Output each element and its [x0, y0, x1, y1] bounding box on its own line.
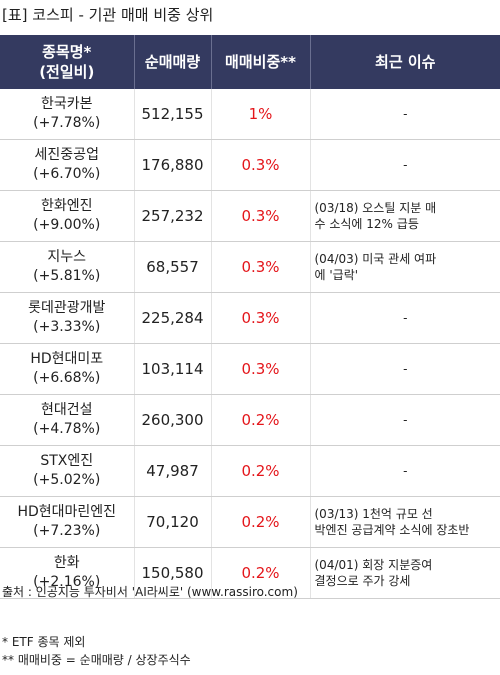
issue-line1: - — [403, 464, 408, 478]
issue-line1: (04/01) 회장 지분증여 — [314, 558, 433, 572]
net-volume: 68,557 — [134, 241, 212, 293]
trade-ratio: 0.3% — [211, 241, 311, 293]
recent-issue: - — [310, 394, 500, 446]
stock-name-cell: 현대건설 (+4.78%) — [0, 394, 135, 446]
recent-issue: - — [310, 445, 500, 497]
issue-line1: - — [403, 362, 408, 376]
trade-ratio: 0.2% — [211, 547, 311, 599]
net-volume: 176,880 — [134, 139, 212, 191]
trade-ratio: 0.3% — [211, 292, 311, 344]
issue-line2: 수 소식에 12% 급등 — [314, 217, 419, 231]
table-row: 세진중공업 (+6.70%) 176,880 0.3% - — [0, 139, 500, 191]
trade-ratio: 0.3% — [211, 190, 311, 242]
table-title: [표] 코스피 - 기관 매매 비중 상위 — [2, 6, 214, 24]
trade-ratio: 0.2% — [211, 394, 311, 446]
net-volume: 103,114 — [134, 343, 212, 395]
stock-name: HD현대마린엔진 — [17, 504, 117, 520]
header-ratio: 매매비중** — [211, 35, 311, 89]
stock-change: (+2.16%) — [33, 574, 101, 590]
issue-line2: 박엔진 공급계약 소식에 장초반 — [314, 523, 470, 537]
stock-name-cell: 한화엔진 (+9.00%) — [0, 190, 135, 242]
issue-line1: (03/18) 오스틸 지분 매 — [314, 201, 437, 215]
header-name-line1: 종목명* — [42, 43, 92, 61]
issue-line1: - — [403, 311, 408, 325]
table-row: HD현대미포 (+6.68%) 103,114 0.3% - — [0, 343, 500, 395]
stock-change: (+9.00%) — [33, 217, 101, 233]
net-volume: 47,987 — [134, 445, 212, 497]
issue-line1: - — [403, 107, 408, 121]
trade-ratio: 0.3% — [211, 139, 311, 191]
net-volume: 512,155 — [134, 89, 212, 140]
table-row: 한국카본 (+7.78%) 512,155 1% - — [0, 89, 500, 140]
net-volume: 260,300 — [134, 394, 212, 446]
net-volume: 225,284 — [134, 292, 212, 344]
stock-name: 롯데관광개발 — [28, 300, 106, 316]
recent-issue: - — [310, 139, 500, 191]
header-name: 종목명* (전일비) — [0, 35, 135, 89]
issue-line1: (04/03) 미국 관세 여파 — [314, 252, 437, 266]
header-name-line2: (전일비) — [39, 63, 95, 81]
table-row: 롯데관광개발 (+3.33%) 225,284 0.3% - — [0, 292, 500, 344]
table-row: STX엔진 (+5.02%) 47,987 0.2% - — [0, 445, 500, 497]
stock-name: 한국카본 — [40, 96, 93, 112]
stock-name-cell: 세진중공업 (+6.70%) — [0, 139, 135, 191]
stock-name-cell: STX엔진 (+5.02%) — [0, 445, 135, 497]
issue-line1: (03/13) 1천억 규모 선 — [314, 507, 433, 521]
trade-ratio: 1% — [211, 89, 311, 140]
header-volume: 순매매량 — [134, 35, 212, 89]
stock-change: (+5.02%) — [33, 472, 101, 488]
stock-table: 종목명* (전일비) 순매매량 매매비중** 최근 이슈 한국카본 (+7.78%… — [0, 35, 500, 599]
recent-issue: - — [310, 343, 500, 395]
recent-issue: - — [310, 89, 500, 140]
table-row: 현대건설 (+4.78%) 260,300 0.2% - — [0, 394, 500, 446]
stock-name: 현대건설 — [40, 402, 93, 418]
stock-name-cell: 롯데관광개발 (+3.33%) — [0, 292, 135, 344]
net-volume: 257,232 — [134, 190, 212, 242]
stock-name: STX엔진 — [40, 453, 94, 469]
issue-line1: - — [403, 413, 408, 427]
table-header-row: 종목명* (전일비) 순매매량 매매비중** 최근 이슈 — [0, 35, 500, 89]
stock-change: (+5.81%) — [33, 268, 101, 284]
footnote-ratio: ** 매매비중 = 순매매량 / 상장주식수 — [2, 653, 191, 667]
stock-change: (+4.78%) — [33, 421, 101, 437]
stock-change: (+6.68%) — [33, 370, 101, 386]
stock-name-cell: 지누스 (+5.81%) — [0, 241, 135, 293]
stock-change: (+3.33%) — [33, 319, 101, 335]
header-issue: 최근 이슈 — [310, 35, 500, 89]
trade-ratio: 0.2% — [211, 445, 311, 497]
stock-name-cell: HD현대미포 (+6.68%) — [0, 343, 135, 395]
stock-change: (+7.23%) — [33, 523, 101, 539]
stock-name-cell: 한국카본 (+7.78%) — [0, 89, 135, 140]
stock-name: 한화엔진 — [40, 198, 93, 214]
stock-change: (+7.78%) — [33, 115, 101, 131]
trade-ratio: 0.3% — [211, 343, 311, 395]
stock-name: 지누스 — [47, 249, 87, 265]
issue-line1: - — [403, 158, 408, 172]
stock-name: HD현대미포 — [30, 351, 104, 367]
stock-change: (+6.70%) — [33, 166, 101, 182]
table-row: HD현대마린엔진 (+7.23%) 70,120 0.2% (03/13) 1천억 규모… — [0, 496, 500, 548]
issue-line2: 결정으로 주가 강세 — [314, 574, 411, 588]
stock-name-cell: 한화 (+2.16%) — [0, 547, 135, 599]
issue-line2: 에 '급락' — [314, 268, 359, 282]
recent-issue: - — [310, 292, 500, 344]
source-note: 출처 : 인공지능 투자비서 'AI라씨로' (www.rassiro.com) — [2, 585, 298, 599]
stock-name: 한화 — [53, 555, 80, 571]
net-volume: 150,580 — [134, 547, 212, 599]
stock-name-cell: HD현대마린엔진 (+7.23%) — [0, 496, 135, 548]
footnote-etf: * ETF 종목 제외 — [2, 635, 86, 649]
trade-ratio: 0.2% — [211, 496, 311, 548]
stock-name: 세진중공업 — [34, 147, 99, 163]
net-volume: 70,120 — [134, 496, 212, 548]
